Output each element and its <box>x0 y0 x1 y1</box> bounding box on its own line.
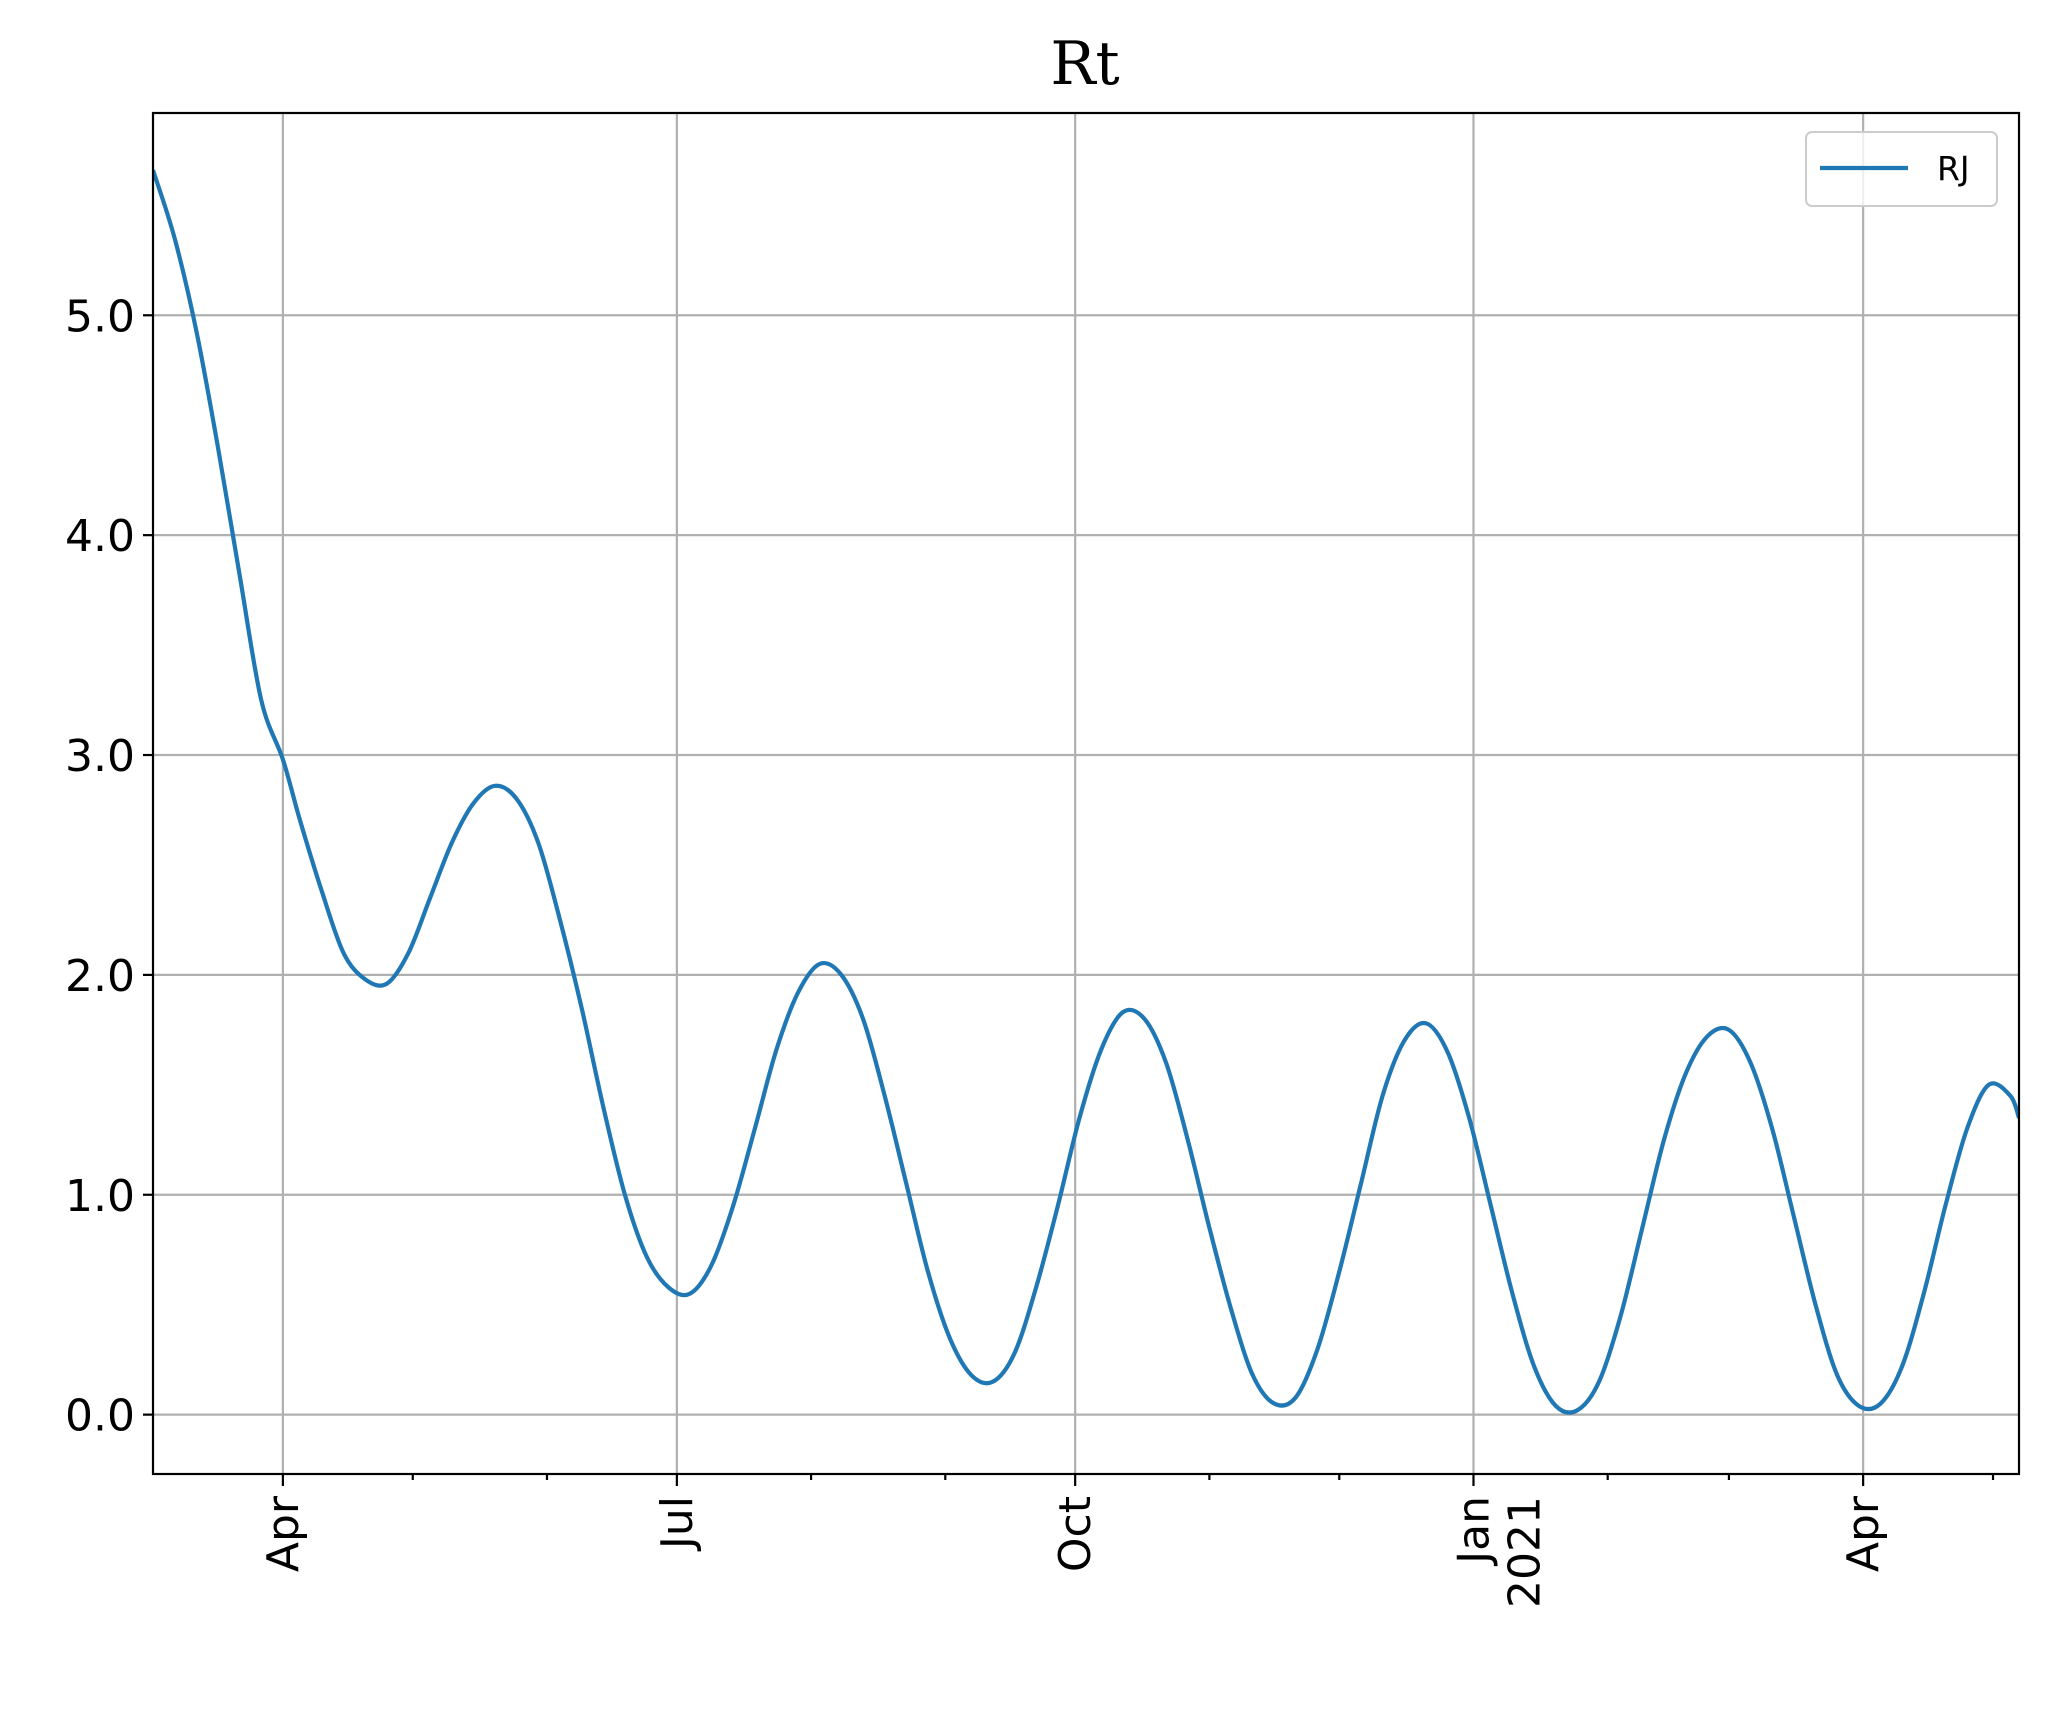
x-tick-label: Apr <box>258 1495 309 1572</box>
plot-frame <box>151 111 2021 1476</box>
grid-lines <box>153 113 2019 1474</box>
series-layer <box>153 169 2019 1415</box>
tick-labels: 0.0 1.0 2.0 3.0 4.0 5.0 Apr Jul Oct Jan 2021 Apr <box>65 291 1889 1608</box>
chart-title: Rt <box>1050 29 1119 99</box>
y-tick-label: 5.0 <box>65 291 135 342</box>
x-tick-label: Jul <box>652 1496 703 1552</box>
series-line-rj <box>153 169 2019 1415</box>
tick-marks <box>143 314 1995 1486</box>
y-tick-label: 1.0 <box>65 1171 135 1222</box>
x-tick-label: Jan <box>1448 1496 1499 1567</box>
x-tick-sublabel: 2021 <box>1499 1496 1550 1608</box>
x-tick-label: Apr <box>1838 1495 1889 1572</box>
legend: RJ <box>1805 131 1998 207</box>
y-tick-label: 0.0 <box>65 1391 135 1442</box>
y-tick-label: 2.0 <box>65 951 135 1002</box>
axes <box>151 111 2021 1476</box>
legend-label: RJ <box>1937 149 1970 188</box>
y-tick-label: 4.0 <box>65 511 135 562</box>
y-tick-label: 3.0 <box>65 731 135 782</box>
x-tick-label: Oct <box>1050 1496 1101 1572</box>
